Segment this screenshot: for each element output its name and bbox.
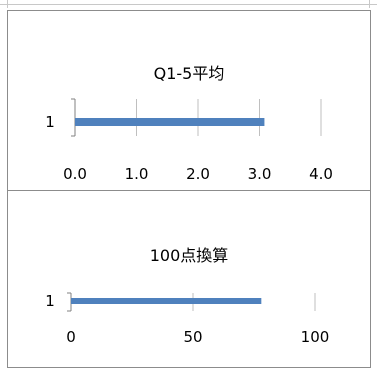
chart-title: 100点換算 [150,246,229,265]
chart-average: Q1-5平均 0.0 1.0 2.0 3.0 4.0 1 [45,64,333,183]
category-label: 1 [45,292,55,310]
chart-panel-average: Q1-5平均 0.0 1.0 2.0 3.0 4.0 1 [7,10,371,191]
x-tick-label: 0.0 [63,165,87,183]
category-label: 1 [45,113,55,131]
x-tick-label: 2.0 [186,165,210,183]
chart-title: Q1-5平均 [154,64,225,83]
x-tick-label: 3.0 [248,165,272,183]
top-divider [369,0,370,8]
top-divider [7,0,8,8]
x-tick-label: 100 [301,328,330,346]
top-separator [0,4,377,5]
bar [71,298,262,304]
bar [75,118,265,126]
top-strip [0,0,377,8]
x-tick-label: 0 [66,328,76,346]
x-tick-label: 1.0 [125,165,149,183]
x-tick-label: 4.0 [309,165,333,183]
chart-100-point: 100点換算 0 50 100 1 [45,246,330,346]
chart-panel-100-point: 100点換算 0 50 100 1 [7,190,371,368]
x-tick-label: 50 [183,328,202,346]
